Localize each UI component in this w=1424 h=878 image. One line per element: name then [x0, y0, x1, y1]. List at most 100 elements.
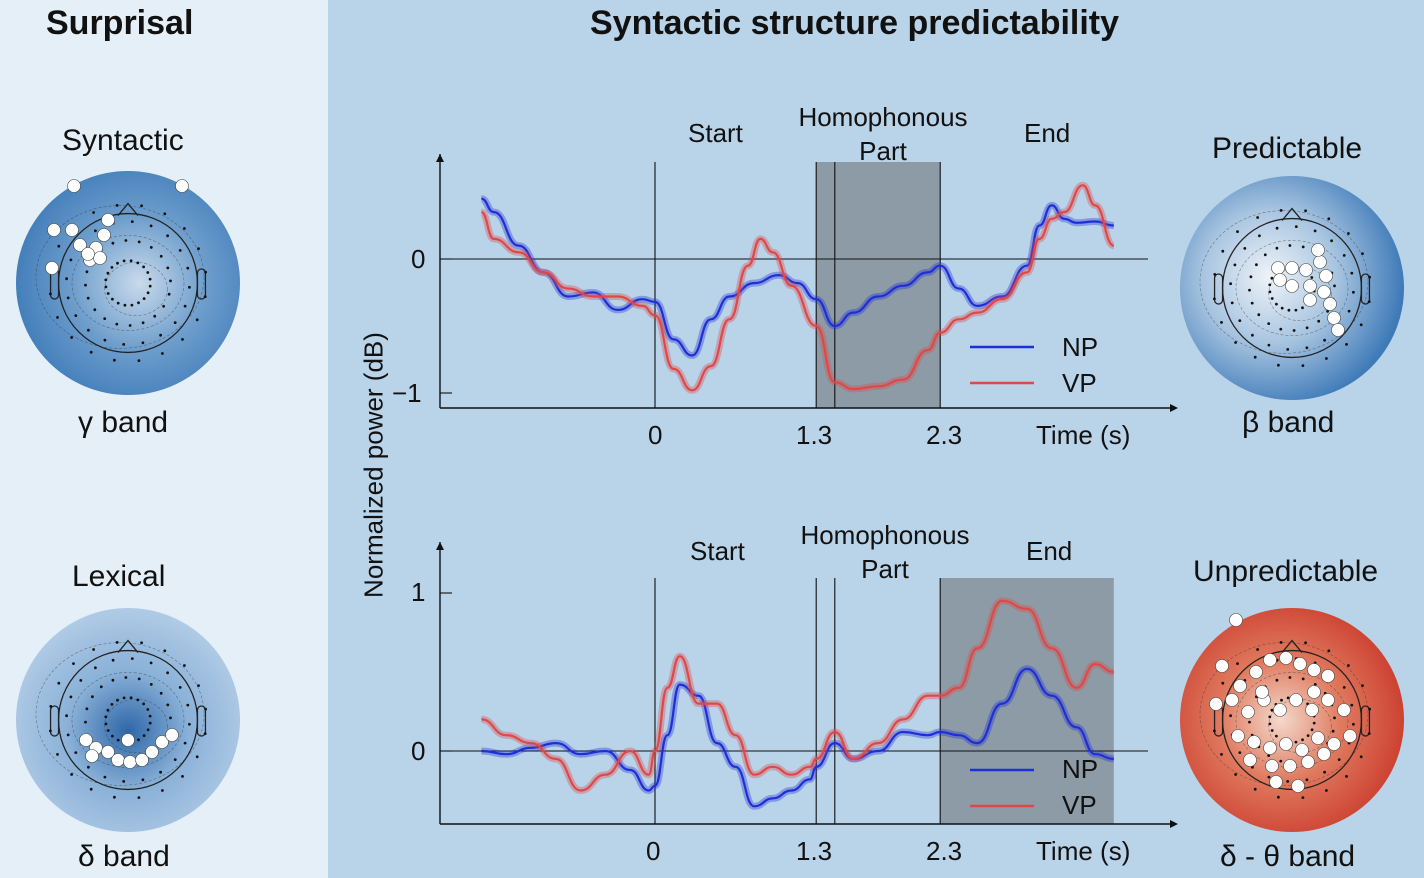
significant-electrode: [79, 733, 93, 747]
electrode-dot: [186, 703, 190, 707]
electrode-dot: [1323, 338, 1326, 342]
electrode-dot: [1275, 226, 1279, 230]
electrode-dot: [148, 721, 152, 725]
bottom-homophonous-label: Homophonous Part: [800, 520, 970, 584]
electrode-dot: [1277, 363, 1280, 367]
electrode-dot: [137, 677, 141, 681]
unpredictable-map-band: δ - θ band: [1220, 840, 1356, 873]
electrode-dot: [161, 352, 164, 355]
electrode-dot: [104, 278, 108, 282]
y-axis-label: Normalized power (dB): [358, 332, 389, 598]
significant-electrode: [1305, 703, 1319, 717]
shaded-window: [816, 162, 941, 408]
electrode-dot: [94, 666, 97, 670]
bottom-xtick-0: 0: [646, 836, 661, 866]
significant-electrode: [1327, 737, 1341, 751]
electrode-dot: [142, 265, 146, 269]
electrode-dot: [111, 297, 114, 301]
electrode-dot: [1367, 732, 1371, 735]
predictable-map-title: Predictable: [1212, 132, 1363, 165]
electrode-dot: [188, 285, 191, 289]
lexical-map-band: δ band: [78, 840, 170, 873]
electrode-dot: [124, 239, 128, 242]
electrode-dot: [153, 314, 157, 318]
y-axis-arrow: [436, 154, 444, 162]
electrode-dot: [56, 316, 59, 319]
top-start-label: Start: [688, 118, 743, 148]
electrode-dot: [129, 259, 133, 263]
electrode-dot: [92, 211, 95, 214]
right-ear-outline: [1360, 273, 1371, 305]
electrode-dot: [163, 649, 167, 653]
significant-electrode: [1291, 779, 1305, 793]
series-vp-line: [480, 184, 1115, 392]
lexical-map-title: Lexical: [72, 560, 166, 593]
electrode-dot: [1267, 754, 1271, 757]
significant-electrode: [1323, 297, 1337, 311]
electrode-dot: [1317, 319, 1321, 323]
electrode-dot: [91, 695, 94, 699]
electrode-dot: [195, 318, 199, 322]
electrode-dot: [1313, 229, 1317, 233]
electrode-dot: [178, 249, 182, 252]
electrode-dot: [1292, 329, 1296, 332]
significant-electrode: [1317, 285, 1331, 299]
electrode-dot: [1347, 664, 1350, 667]
electrode-dot: [1253, 787, 1257, 791]
electrode-dot: [1248, 720, 1251, 724]
electrode-dot: [1280, 698, 1283, 702]
x-axis-arrow: [1170, 820, 1178, 828]
significant-electrode: [1321, 669, 1335, 683]
electrode-dot: [1213, 273, 1217, 276]
electrode-dot: [149, 683, 153, 686]
significant-electrode: [1301, 755, 1315, 769]
electrode-dot: [130, 303, 134, 307]
top-legend-vp: VP: [1062, 368, 1097, 398]
electrode-dot: [92, 648, 95, 651]
significant-electrode: [1263, 653, 1277, 667]
significant-electrode: [67, 179, 81, 193]
significant-electrode: [145, 745, 159, 759]
contour-line: [35, 642, 205, 786]
electrode-dot: [137, 301, 140, 305]
electrode-dot: [146, 291, 150, 295]
electrode-dot: [148, 277, 152, 281]
electrode-dot: [1352, 722, 1355, 726]
electrode-dot: [110, 266, 114, 269]
electrode-dot: [1294, 308, 1298, 312]
electrode-dot: [84, 283, 87, 287]
electrode-dot: [57, 681, 61, 685]
electrode-dot: [1330, 239, 1333, 243]
lexical-topomap: [16, 608, 240, 832]
electrode-dot: [89, 350, 93, 354]
electrode-dot: [162, 304, 166, 308]
electrode-dot: [122, 696, 126, 700]
significant-electrode: [1343, 729, 1357, 743]
electrode-dot: [116, 698, 119, 702]
electrode-dot: [116, 261, 119, 265]
significant-electrode: [101, 213, 115, 227]
electrode-dot: [130, 657, 134, 660]
electrode-dot: [85, 707, 89, 711]
significant-electrode: [1311, 731, 1325, 745]
bottom-x-axis-label: Time (s): [1036, 836, 1131, 866]
significant-electrode: [1249, 665, 1263, 679]
series-vp-line: [481, 599, 1114, 792]
electrode-dot: [1286, 780, 1290, 783]
electrode-dot: [1288, 244, 1292, 247]
electrode-dot: [1305, 778, 1309, 782]
electrode-dot: [1331, 729, 1335, 733]
electrode-dot: [93, 308, 97, 312]
contour-line: [1235, 240, 1349, 336]
electrode-dot: [141, 341, 145, 345]
electrode-dot: [1333, 284, 1336, 288]
electrode-dot: [1368, 275, 1371, 279]
electrode-dot: [1305, 346, 1309, 350]
unpredictable-topomap: [1180, 608, 1404, 832]
electrode-dot: [1258, 234, 1261, 238]
electrode-dot: [1325, 357, 1328, 360]
electrode-dot: [159, 691, 163, 695]
electrode-dot: [70, 773, 73, 776]
nose-outline: [117, 202, 139, 216]
